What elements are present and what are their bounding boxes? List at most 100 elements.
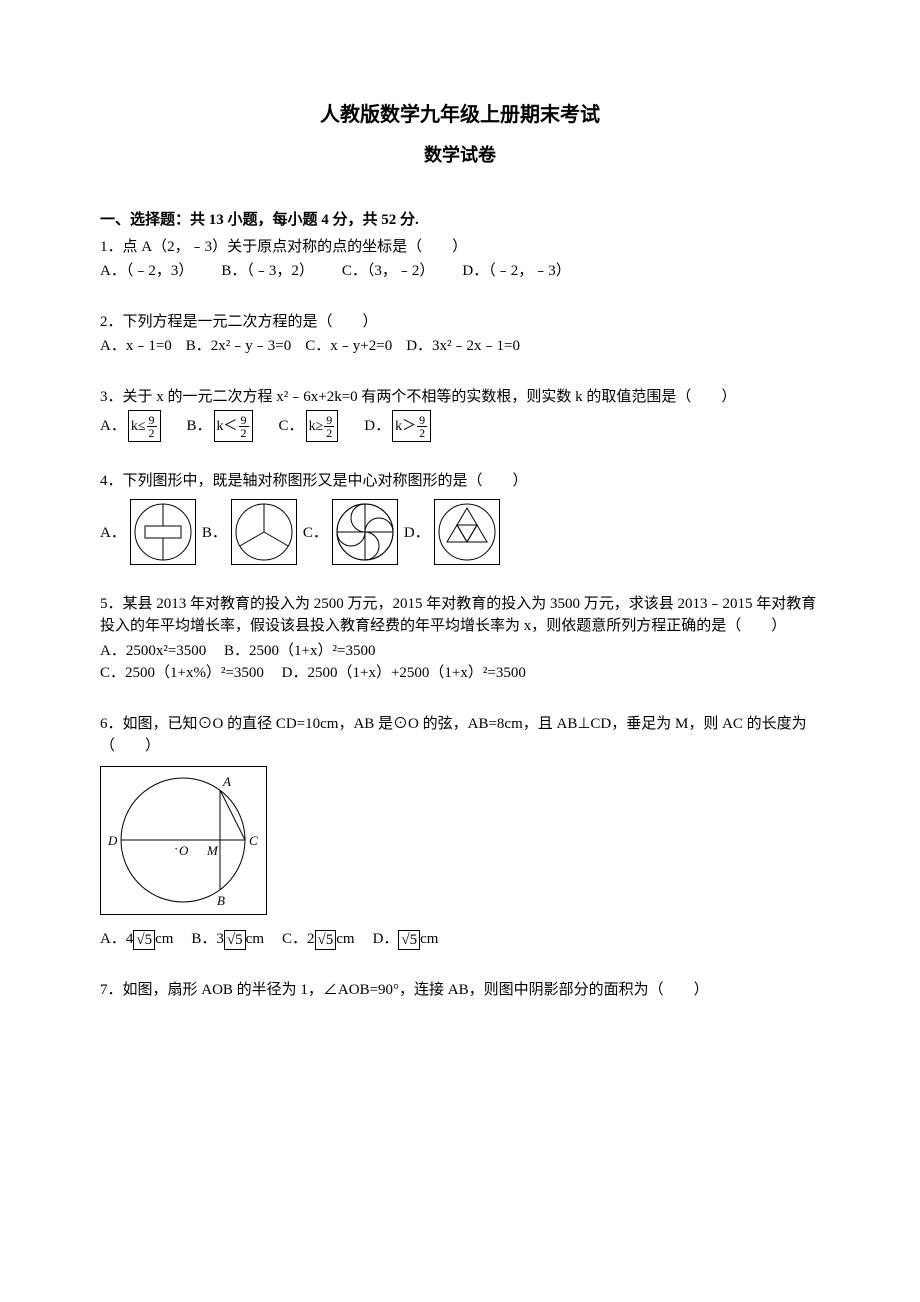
q6-label-opt-d: D． <box>373 931 399 947</box>
q4-figure-c <box>332 499 398 565</box>
q3-frac-b: 9 2 <box>239 414 249 439</box>
q6-sqrt-a: √5 <box>133 930 155 950</box>
q3-label-d: D． <box>364 415 390 438</box>
q1-options: A．（﹣2，3） B．（﹣3，2） C．（3，﹣2） D．（﹣2，﹣3） <box>100 260 820 283</box>
q3-fracbox-d: k＞ 9 2 <box>392 410 431 442</box>
q3-label-b: B． <box>187 415 212 438</box>
q1-opt-a: A．（﹣2，3） <box>100 260 193 283</box>
q3-label-c: C． <box>279 415 304 438</box>
q6-label-dot: · <box>174 841 178 856</box>
q3-frac-c: 9 2 <box>324 414 334 439</box>
q3-den-d: 2 <box>417 427 427 439</box>
q5-opt-a: A．2500x²=3500 <box>100 643 206 659</box>
q3-rel-b: k＜ <box>217 416 238 437</box>
q3-rel-a: k≤ <box>131 416 146 437</box>
q4-options: A． B． C． <box>100 499 820 565</box>
q2-stem: 2．下列方程是一元二次方程的是（ ） <box>100 311 820 334</box>
q4-stem: 4．下列图形中，既是轴对称图形又是中心对称图形的是（ ） <box>100 470 820 493</box>
q3-opt-b: B． k＜ 9 2 <box>187 410 255 442</box>
q4-label-b: B． <box>202 522 227 565</box>
q2-opt-d: D．3x²﹣2x﹣1=0 <box>406 335 520 358</box>
q5-opt-b: B．2500（1+x）²=3500 <box>224 643 375 659</box>
q6-opt-c: C．2√5cm <box>282 928 355 951</box>
q1-stem: 1．点 A（2，﹣3）关于原点对称的点的坐标是（ ） <box>100 236 820 259</box>
q6-label-opt-a: A．4 <box>100 931 133 947</box>
q4-figure-d <box>434 499 500 565</box>
q2-opt-a: A．x﹣1=0 <box>100 335 172 358</box>
q6-figure: D · O M C A B <box>100 766 267 915</box>
question-6: 6．如图，已知⊙O 的直径 CD=10cm，AB 是⊙O 的弦，AB=8cm，且… <box>100 713 820 951</box>
q5-opt-c: C．2500（1+x%）²=3500 <box>100 665 264 681</box>
q4-opt-a: A． <box>100 499 196 565</box>
q3-num-a: 9 <box>147 414 157 427</box>
q1-opt-d: D．（﹣2，﹣3） <box>462 260 570 283</box>
q6-unit-d: cm <box>420 931 438 947</box>
q5-opt-d: D．2500（1+x）+2500（1+x）²=3500 <box>282 665 526 681</box>
q4-figure-a <box>130 499 196 565</box>
q2-opt-b: B．2x²﹣y﹣3=0 <box>186 335 291 358</box>
q6-label-c: C <box>249 833 258 848</box>
question-4: 4．下列图形中，既是轴对称图形又是中心对称图形的是（ ） A． B． C． <box>100 470 820 565</box>
q6-opt-b: B．3√5cm <box>191 928 264 951</box>
q6-label-opt-b: B．3 <box>191 931 224 947</box>
q6-sqrt-c: √5 <box>315 930 337 950</box>
q3-num-c: 9 <box>324 414 334 427</box>
q6-opt-a: A．4√5cm <box>100 928 173 951</box>
section-heading: 一、选择题：共 13 小题，每小题 4 分，共 52 分. <box>100 209 820 232</box>
question-1: 1．点 A（2，﹣3）关于原点对称的点的坐标是（ ） A．（﹣2，3） B．（﹣… <box>100 236 820 283</box>
q5-options-row1: A．2500x²=3500 B．2500（1+x）²=3500 <box>100 640 820 663</box>
q6-label-m: M <box>206 843 219 858</box>
q4-label-c: C． <box>303 522 328 565</box>
q3-opt-d: D． k＞ 9 2 <box>364 410 433 442</box>
q3-fracbox-c: k≥ 9 2 <box>306 410 339 442</box>
q2-opt-c: C．x﹣y+2=0 <box>305 335 392 358</box>
q3-options: A． k≤ 9 2 B． k＜ 9 2 C． k≥ <box>100 410 820 442</box>
q6-options: A．4√5cm B．3√5cm C．2√5cm D．√5cm <box>100 928 820 951</box>
q3-rel-c: k≥ <box>309 416 324 437</box>
q3-rel-d: k＞ <box>395 416 416 437</box>
q3-stem: 3．关于 x 的一元二次方程 x²﹣6x+2k=0 有两个不相等的实数根，则实数… <box>100 386 820 409</box>
question-2: 2．下列方程是一元二次方程的是（ ） A．x﹣1=0 B．2x²﹣y﹣3=0 C… <box>100 311 820 358</box>
question-3: 3．关于 x 的一元二次方程 x²﹣6x+2k=0 有两个不相等的实数根，则实数… <box>100 386 820 443</box>
q4-label-a: A． <box>100 522 126 565</box>
q6-label-d: D <box>107 833 118 848</box>
q3-fracbox-b: k＜ 9 2 <box>214 410 253 442</box>
q6-sqrt-d: √5 <box>398 930 420 950</box>
q3-frac-d: 9 2 <box>417 414 427 439</box>
q3-label-a: A． <box>100 415 126 438</box>
q1-opt-c: C．（3，﹣2） <box>342 260 435 283</box>
q6-label-opt-c: C．2 <box>282 931 315 947</box>
q4-opt-b: B． <box>202 499 297 565</box>
q4-figure-b <box>231 499 297 565</box>
q6-unit-a: cm <box>155 931 173 947</box>
q4-label-d: D． <box>404 522 430 565</box>
q3-opt-a: A． k≤ 9 2 <box>100 410 163 442</box>
q6-stem: 6．如图，已知⊙O 的直径 CD=10cm，AB 是⊙O 的弦，AB=8cm，且… <box>100 713 820 758</box>
q3-num-d: 9 <box>417 414 427 427</box>
q3-fracbox-a: k≤ 9 2 <box>128 410 161 442</box>
q3-opt-c: C． k≥ 9 2 <box>279 410 341 442</box>
q3-den-c: 2 <box>324 427 334 439</box>
q6-sqrt-b: √5 <box>224 930 246 950</box>
q6-label-o: O <box>179 843 189 858</box>
q3-frac-a: 9 2 <box>147 414 157 439</box>
q7-stem: 7．如图，扇形 AOB 的半径为 1，∠AOB=90°，连接 AB，则图中阴影部… <box>100 979 820 1002</box>
q6-label-a: A <box>222 774 231 789</box>
doc-subtitle: 数学试卷 <box>100 142 820 169</box>
q4-opt-d: D． <box>404 499 500 565</box>
q6-opt-d: D．√5cm <box>373 928 439 951</box>
q3-den-a: 2 <box>147 427 157 439</box>
q1-opt-b: B．（﹣3，2） <box>221 260 314 283</box>
q6-unit-c: cm <box>336 931 354 947</box>
q6-label-b: B <box>217 893 225 908</box>
question-7: 7．如图，扇形 AOB 的半径为 1，∠AOB=90°，连接 AB，则图中阴影部… <box>100 979 820 1002</box>
q3-den-b: 2 <box>239 427 249 439</box>
q4-opt-c: C． <box>303 499 398 565</box>
q6-unit-b: cm <box>246 931 264 947</box>
q3-num-b: 9 <box>239 414 249 427</box>
q2-options: A．x﹣1=0 B．2x²﹣y﹣3=0 C．x﹣y+2=0 D．3x²﹣2x﹣1… <box>100 335 820 358</box>
q5-options-row2: C．2500（1+x%）²=3500 D．2500（1+x）+2500（1+x）… <box>100 662 820 685</box>
question-5: 5．某县 2013 年对教育的投入为 2500 万元，2015 年对教育的投入为… <box>100 593 820 685</box>
q5-stem: 5．某县 2013 年对教育的投入为 2500 万元，2015 年对教育的投入为… <box>100 593 820 638</box>
doc-title: 人教版数学九年级上册期末考试 <box>100 100 820 130</box>
